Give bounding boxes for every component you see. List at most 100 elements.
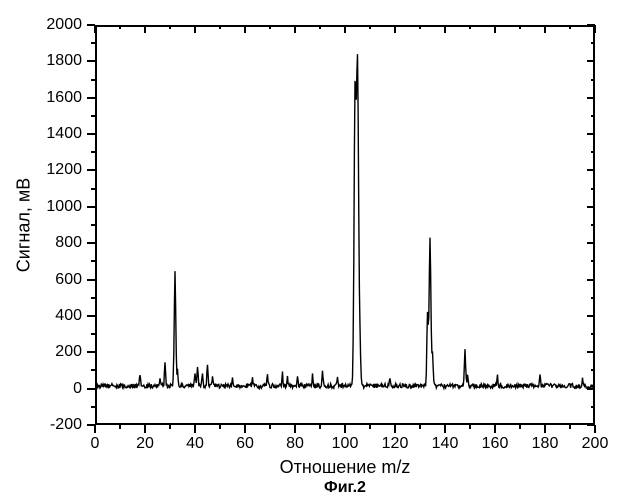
y-tick (87, 279, 95, 281)
y-tick-label: 1200 (42, 161, 82, 179)
x-tick-label: 100 (332, 435, 359, 453)
x-tick-label: 200 (582, 435, 609, 453)
y-tick-label: 2000 (42, 16, 82, 34)
x-tick-label: 0 (91, 435, 100, 453)
y-tick-label: 0 (42, 380, 82, 398)
y-tick (87, 133, 95, 135)
y-axis-label: Сигнал, мВ (14, 178, 35, 272)
y-tick-minor-right (591, 188, 595, 190)
y-tick-right (587, 169, 595, 171)
x-tick (494, 425, 496, 433)
y-tick-label: 800 (42, 234, 82, 252)
x-tick-minor-top (369, 25, 371, 29)
y-tick-label: 1800 (42, 52, 82, 70)
y-tick-minor-right (591, 260, 595, 262)
x-tick (294, 425, 296, 433)
y-tick (87, 315, 95, 317)
x-tick-minor (269, 425, 271, 429)
y-tick-minor-right (591, 79, 595, 81)
x-tick-minor-top (469, 25, 471, 29)
x-tick-top (394, 25, 396, 33)
y-tick-right (587, 24, 595, 26)
y-tick-minor-right (591, 224, 595, 226)
x-tick-top (194, 25, 196, 33)
y-tick-minor-right (591, 115, 595, 117)
x-tick-label: 60 (236, 435, 254, 453)
y-tick-minor (91, 224, 95, 226)
y-tick-minor (91, 260, 95, 262)
x-tick-label: 140 (432, 435, 459, 453)
x-tick (444, 425, 446, 433)
x-tick-minor (119, 425, 121, 429)
y-tick (87, 24, 95, 26)
x-tick (194, 425, 196, 433)
x-axis-label: Отношение m/z (280, 457, 411, 478)
y-tick-minor (91, 42, 95, 44)
x-tick-minor (319, 425, 321, 429)
y-tick (87, 242, 95, 244)
y-tick-label: -200 (42, 416, 82, 434)
y-tick (87, 424, 95, 426)
x-tick-label: 80 (286, 435, 304, 453)
x-tick-minor (519, 425, 521, 429)
x-tick-label: 180 (532, 435, 559, 453)
y-tick-minor-right (591, 333, 595, 335)
x-tick-minor (569, 425, 571, 429)
x-tick-minor-top (569, 25, 571, 29)
x-tick (94, 425, 96, 433)
x-tick-top (244, 25, 246, 33)
y-tick-minor (91, 333, 95, 335)
x-tick-top (144, 25, 146, 33)
y-tick-minor (91, 151, 95, 153)
spectrum-trace (95, 54, 595, 388)
x-tick-label: 40 (186, 435, 204, 453)
x-tick-top (344, 25, 346, 33)
x-tick-minor (169, 425, 171, 429)
y-tick (87, 388, 95, 390)
y-tick-label: 400 (42, 307, 82, 325)
x-tick-minor (219, 425, 221, 429)
y-tick-minor (91, 297, 95, 299)
y-tick (87, 60, 95, 62)
figure-caption: Фиг.2 (324, 479, 366, 497)
y-tick-minor (91, 188, 95, 190)
y-tick-right (587, 351, 595, 353)
x-tick-minor-top (519, 25, 521, 29)
x-tick-top (494, 25, 496, 33)
mass-spectrum-figure: 0 20 40 60 80 100 120 140 160 180 200 -200 0 200 400 60… (0, 0, 634, 500)
x-tick-minor (369, 425, 371, 429)
x-tick-top (94, 25, 96, 33)
y-tick (87, 351, 95, 353)
y-tick-label: 1000 (42, 198, 82, 216)
x-tick-minor-top (419, 25, 421, 29)
x-tick-top (444, 25, 446, 33)
y-tick (87, 206, 95, 208)
x-tick-minor (419, 425, 421, 429)
x-tick-minor-top (119, 25, 121, 29)
x-tick (594, 425, 596, 433)
y-tick-right (587, 97, 595, 99)
y-tick-right (587, 206, 595, 208)
x-tick-minor (469, 425, 471, 429)
x-tick-minor-top (269, 25, 271, 29)
x-tick (394, 425, 396, 433)
y-tick-right (587, 315, 595, 317)
x-tick (544, 425, 546, 433)
x-tick-label: 160 (482, 435, 509, 453)
y-tick-label: 600 (42, 271, 82, 289)
y-tick (87, 97, 95, 99)
y-tick (87, 169, 95, 171)
x-tick-top (594, 25, 596, 33)
x-tick-minor-top (219, 25, 221, 29)
x-tick-label: 20 (136, 435, 154, 453)
y-tick-minor-right (591, 297, 595, 299)
y-tick-minor (91, 115, 95, 117)
x-tick-label: 120 (382, 435, 409, 453)
x-tick (244, 425, 246, 433)
y-tick-label: 200 (42, 343, 82, 361)
y-tick-right (587, 60, 595, 62)
y-tick-minor-right (591, 369, 595, 371)
y-tick-right (587, 388, 595, 390)
x-tick (144, 425, 146, 433)
x-tick-top (544, 25, 546, 33)
